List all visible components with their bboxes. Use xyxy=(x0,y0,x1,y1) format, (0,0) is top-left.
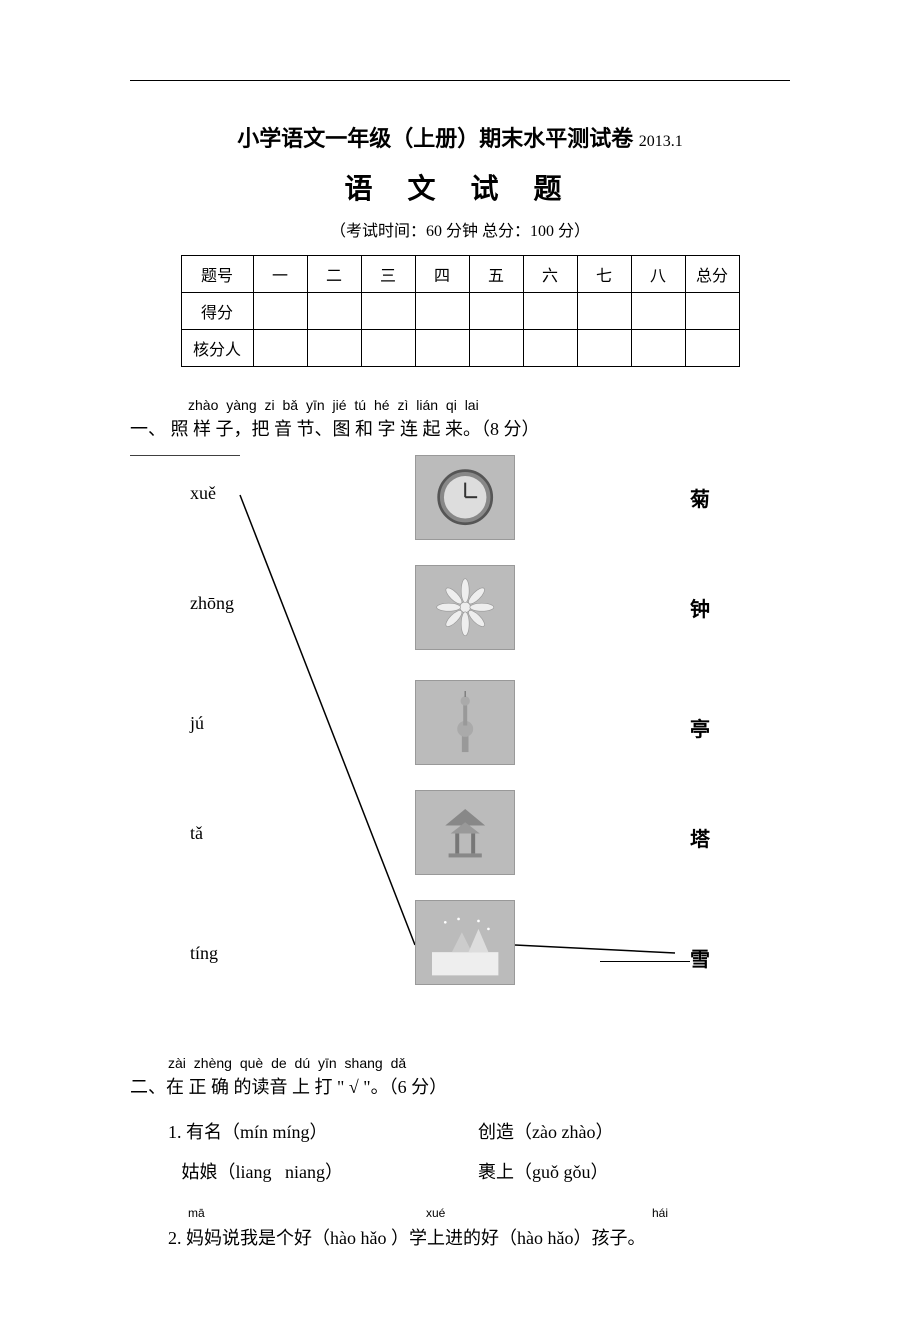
chrysanthemum-img xyxy=(415,565,515,650)
score-cell xyxy=(631,293,685,330)
score-table: 题号 一 二 三 四 五 六 七 八 总分 得分 核分人 xyxy=(181,255,740,367)
question-1: zhào yàng zi bǎ yīn jié tú hé zì lián qi… xyxy=(130,397,790,1035)
q1-matching-area: xuě zhōng jú tǎ tíng 菊钟亭塔雪 xyxy=(130,455,790,1035)
score-cell xyxy=(577,293,631,330)
title-date: 2013.1 xyxy=(639,133,683,150)
snow-img xyxy=(415,900,515,985)
example-line xyxy=(240,495,415,945)
char-item: 亭 xyxy=(690,713,710,742)
char-item: 钟 xyxy=(690,593,710,622)
pinyin-item: jú xyxy=(190,713,204,734)
score-cell xyxy=(415,330,469,367)
score-cell xyxy=(523,330,577,367)
col-header: 总分 xyxy=(685,256,739,293)
col-header: 四 xyxy=(415,256,469,293)
pinyin-item: zhōng xyxy=(190,593,234,614)
q2-item: 裹上（guǒ gǒu） xyxy=(478,1153,609,1193)
tower-img xyxy=(415,680,515,765)
score-cell xyxy=(469,330,523,367)
char-item: 菊 xyxy=(690,483,710,512)
ruby-annotations: mā xué hái xyxy=(168,1206,790,1222)
score-cell xyxy=(307,293,361,330)
char-item: 雪 xyxy=(600,943,710,972)
question-2: zài zhèng què de dú yīn shang dǎ 二、在 正 确… xyxy=(130,1055,790,1250)
title-text: 小学语文一年级（上册）期末水平测试卷 xyxy=(237,126,633,151)
col-header: 五 xyxy=(469,256,523,293)
score-cell xyxy=(361,330,415,367)
score-cell xyxy=(577,330,631,367)
clock-img xyxy=(415,455,515,540)
sentence-text: 2. 妈妈说我是个好（hào hǎo ）学上进的好（hào hǎo）孩子。 xyxy=(168,1224,790,1250)
char-item: 塔 xyxy=(690,823,710,852)
row-label: 核分人 xyxy=(181,330,253,367)
score-cell xyxy=(307,330,361,367)
q2-item: 姑娘（liang niang） xyxy=(168,1153,478,1193)
score-cell xyxy=(361,293,415,330)
pinyin-item: xuě xyxy=(190,483,216,504)
q1-title: 一、 照 样 子，把 音 节、图 和 字 连 起 来。（8 分） xyxy=(130,415,790,441)
table-row: 核分人 xyxy=(181,330,739,367)
q2-item: 1. 有名（mín míng） xyxy=(168,1113,478,1153)
row-label: 题号 xyxy=(181,256,253,293)
q2-row: 姑娘（liang niang） 裹上（guǒ gǒu） xyxy=(168,1153,790,1193)
score-cell xyxy=(253,330,307,367)
score-cell xyxy=(415,293,469,330)
col-header: 六 xyxy=(523,256,577,293)
sub-title: 语 文 试 题 xyxy=(130,167,790,207)
ruby-text: hái xyxy=(652,1206,668,1220)
q1-pinyin: zhào yàng zi bǎ yīn jié tú hé zì lián qi… xyxy=(188,397,790,413)
q2-row: 1. 有名（mín míng） 创造（zào zhào） xyxy=(168,1113,790,1153)
table-row: 题号 一 二 三 四 五 六 七 八 总分 xyxy=(181,256,739,293)
score-cell xyxy=(469,293,523,330)
col-header: 三 xyxy=(361,256,415,293)
score-cell xyxy=(685,293,739,330)
col-header: 一 xyxy=(253,256,307,293)
pinyin-item: tǎ xyxy=(190,823,203,844)
score-cell xyxy=(631,330,685,367)
pavilion-img xyxy=(415,790,515,875)
col-header: 二 xyxy=(307,256,361,293)
score-cell xyxy=(523,293,577,330)
q2-item: 创造（zào zhào） xyxy=(478,1113,613,1153)
pinyin-item: tíng xyxy=(190,943,218,964)
col-header: 七 xyxy=(577,256,631,293)
score-cell xyxy=(685,330,739,367)
top-divider xyxy=(130,80,790,81)
table-row: 得分 xyxy=(181,293,739,330)
score-cell xyxy=(253,293,307,330)
row-label: 得分 xyxy=(181,293,253,330)
exam-info: （考试时间：60 分钟 总分：100 分） xyxy=(130,217,790,241)
ruby-text: xué xyxy=(426,1206,445,1220)
q2-sentence: mā xué hái 2. 妈妈说我是个好（hào hǎo ）学上进的好（hào… xyxy=(168,1206,790,1250)
main-title: 小学语文一年级（上册）期末水平测试卷 2013.1 xyxy=(130,121,790,153)
connect-line xyxy=(600,961,690,962)
col-header: 八 xyxy=(631,256,685,293)
q2-items: 1. 有名（mín míng） 创造（zào zhào） 姑娘（liang ni… xyxy=(168,1113,790,1192)
q2-pinyin: zài zhèng què de dú yīn shang dǎ xyxy=(168,1055,790,1071)
ruby-text: mā xyxy=(188,1206,205,1220)
q2-title: 二、在 正 确 的读音 上 打 " √ "。（6 分） xyxy=(130,1073,790,1099)
